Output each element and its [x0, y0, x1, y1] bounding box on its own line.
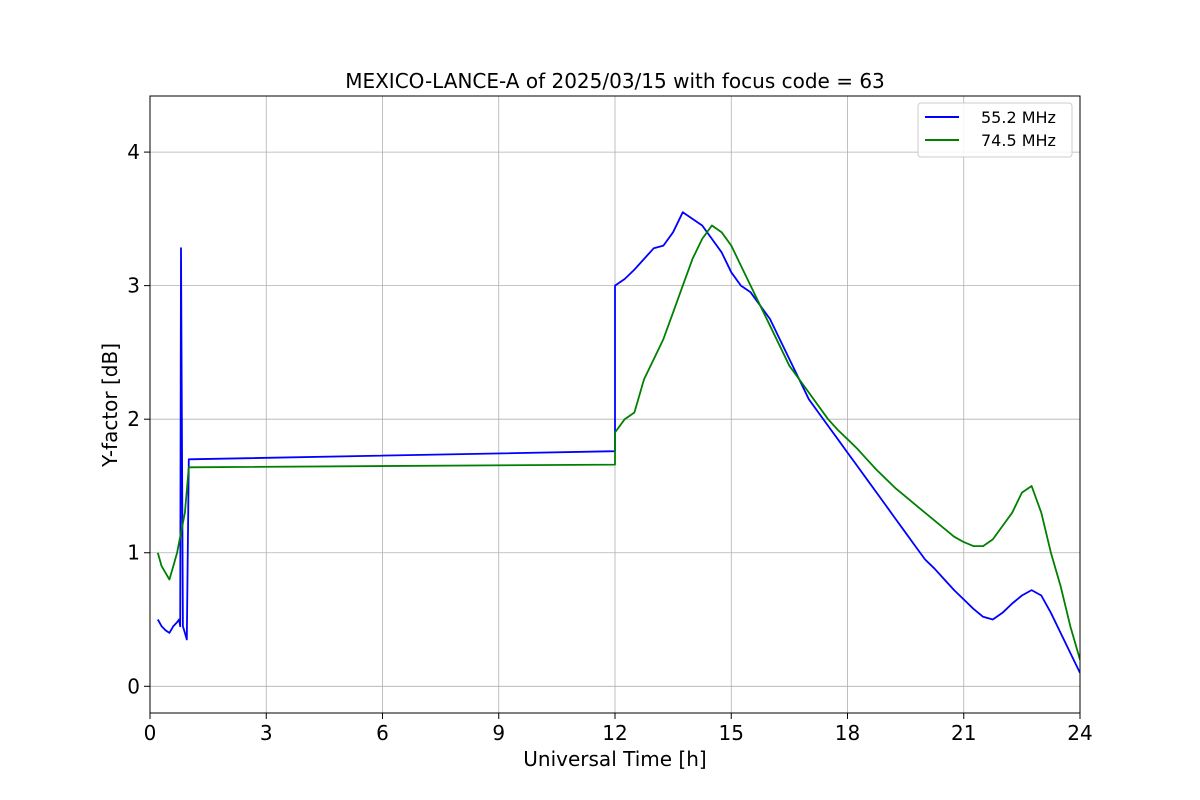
x-tick-label: 21 — [951, 721, 976, 745]
series-layer — [156, 211, 1080, 674]
legend[interactable]: 55.2 MHz 74.5 MHz — [917, 102, 1073, 158]
y-tick-label: 3 — [127, 274, 140, 298]
x-tick-label: 18 — [835, 721, 860, 745]
y-tick-label: 2 — [127, 407, 140, 431]
x-tick-label: 3 — [260, 721, 273, 745]
y-tick-label: 0 — [127, 674, 140, 698]
y-tick-label: 1 — [127, 541, 140, 565]
x-tick-label: 12 — [602, 721, 627, 745]
x-tick-label: 15 — [719, 721, 744, 745]
y-tick-label: 4 — [127, 140, 140, 164]
series-line-55-2-mhz — [157, 211, 1080, 674]
x-tick-label: 24 — [1067, 721, 1092, 745]
x-axis-label: Universal Time [h] — [523, 747, 706, 771]
x-tick-label: 0 — [144, 721, 157, 745]
series-line-74-5-mhz — [156, 224, 1080, 660]
x-tick-label: 9 — [492, 721, 505, 745]
legend-label-74-5-mhz: 74.5 MHz — [981, 131, 1056, 150]
x-tick-label: 6 — [376, 721, 389, 745]
y-axis-label: Y-factor [dB] — [98, 343, 122, 468]
legend-label-55-2-mhz: 55.2 MHz — [981, 108, 1056, 127]
chart-title: MEXICO-LANCE-A of 2025/03/15 with focus … — [345, 69, 885, 93]
